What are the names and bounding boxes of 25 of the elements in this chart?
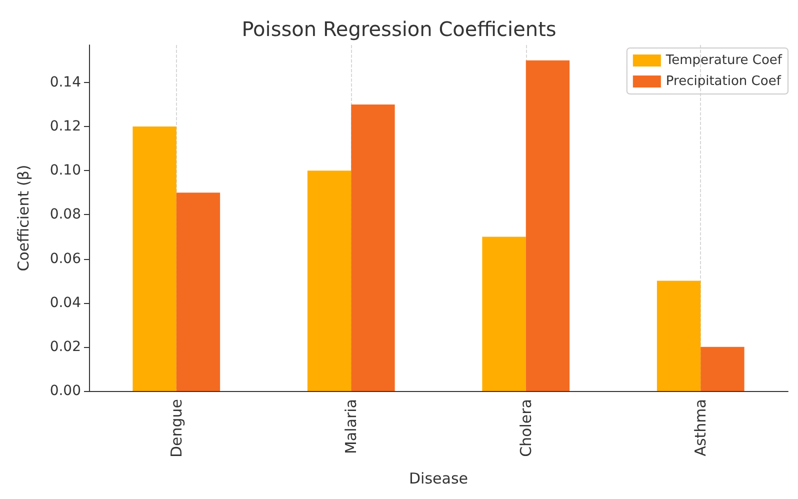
bar	[307, 170, 352, 391]
x-tick-label: Cholera	[516, 399, 535, 457]
bar	[132, 126, 176, 391]
y-axis-title: Coefficient (β)	[14, 164, 32, 272]
y-tick-label: 0.04	[50, 294, 82, 311]
y-tick-label: 0.10	[50, 162, 81, 179]
bar	[351, 104, 395, 391]
y-tick-label: 0.08	[50, 206, 81, 223]
x-axis-title: Disease	[409, 470, 468, 488]
legend-label: Precipitation Coef	[666, 74, 782, 89]
x-tick-label: Dengue	[167, 399, 186, 458]
bar	[656, 280, 701, 391]
y-tick-label: 0.12	[50, 118, 81, 135]
bar	[482, 236, 526, 391]
y-tick-label: 0.14	[50, 74, 82, 90]
x-tick-label: Asthma	[692, 399, 710, 456]
bar	[176, 192, 220, 391]
legend-label: Temperature Coef	[664, 53, 782, 68]
bar	[700, 346, 744, 391]
y-tick-label: 0.06	[50, 250, 82, 267]
bar	[526, 60, 570, 391]
chart-title: Poisson Regression Coefficients	[242, 17, 556, 41]
y-tick-label: 0.00	[50, 383, 81, 399]
y-tick-label: 0.02	[50, 338, 81, 355]
x-tick-label: Malaria	[342, 399, 360, 454]
